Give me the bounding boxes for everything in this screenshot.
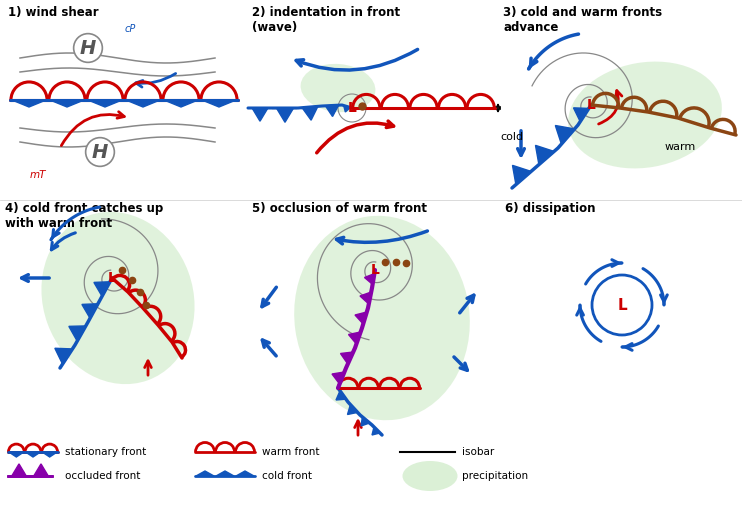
Ellipse shape: [301, 64, 375, 112]
Ellipse shape: [294, 216, 470, 420]
Polygon shape: [164, 100, 198, 107]
Text: H: H: [92, 142, 108, 162]
Ellipse shape: [568, 62, 722, 168]
Polygon shape: [55, 348, 73, 364]
Polygon shape: [126, 100, 160, 107]
Polygon shape: [202, 100, 236, 107]
Polygon shape: [302, 106, 318, 120]
Ellipse shape: [42, 212, 194, 384]
Polygon shape: [361, 417, 370, 426]
Polygon shape: [326, 105, 338, 117]
Text: isobar: isobar: [462, 447, 494, 457]
Text: cold: cold: [500, 132, 523, 142]
Polygon shape: [196, 471, 214, 476]
Text: 5) occlusion of warm front: 5) occlusion of warm front: [252, 202, 427, 215]
Polygon shape: [360, 292, 371, 304]
Polygon shape: [277, 108, 294, 122]
Text: occluded front: occluded front: [65, 471, 140, 481]
Polygon shape: [50, 100, 84, 107]
Text: cP: cP: [125, 24, 137, 34]
Polygon shape: [372, 427, 380, 435]
Polygon shape: [355, 312, 367, 324]
Polygon shape: [364, 274, 375, 284]
Polygon shape: [332, 372, 344, 384]
Polygon shape: [349, 332, 361, 344]
Polygon shape: [216, 471, 234, 476]
Polygon shape: [252, 108, 268, 121]
Text: 3) cold and warm fronts
advance: 3) cold and warm fronts advance: [503, 6, 662, 34]
Text: H: H: [80, 38, 96, 57]
Polygon shape: [94, 282, 110, 296]
Text: L: L: [617, 297, 627, 312]
Text: L: L: [587, 98, 595, 112]
Polygon shape: [555, 125, 574, 144]
Polygon shape: [574, 108, 589, 122]
Polygon shape: [12, 464, 26, 476]
Text: warm: warm: [665, 142, 696, 152]
Text: warm front: warm front: [262, 447, 320, 457]
Polygon shape: [33, 464, 48, 476]
Text: precipitation: precipitation: [462, 471, 528, 481]
Polygon shape: [12, 100, 46, 107]
Text: 1) wind shear: 1) wind shear: [8, 6, 99, 19]
Text: 2) indentation in front
(wave): 2) indentation in front (wave): [252, 6, 400, 34]
Polygon shape: [536, 146, 554, 165]
Text: L: L: [370, 263, 379, 277]
Polygon shape: [341, 352, 353, 364]
Text: mT: mT: [30, 170, 47, 180]
Polygon shape: [347, 405, 358, 414]
Polygon shape: [236, 471, 254, 476]
Text: stationary front: stationary front: [65, 447, 146, 457]
Polygon shape: [69, 326, 86, 341]
Polygon shape: [9, 452, 24, 457]
Polygon shape: [513, 165, 531, 184]
Ellipse shape: [402, 461, 458, 491]
Text: cold front: cold front: [262, 471, 312, 481]
Polygon shape: [42, 452, 57, 457]
Polygon shape: [336, 391, 346, 400]
Polygon shape: [82, 304, 98, 318]
Text: L: L: [108, 271, 116, 285]
Polygon shape: [25, 452, 41, 457]
Text: 4) cold front catches up
with warm front: 4) cold front catches up with warm front: [5, 202, 163, 230]
Text: 6) dissipation: 6) dissipation: [505, 202, 596, 215]
Text: L: L: [347, 101, 356, 115]
Polygon shape: [344, 106, 350, 112]
Polygon shape: [88, 100, 122, 107]
